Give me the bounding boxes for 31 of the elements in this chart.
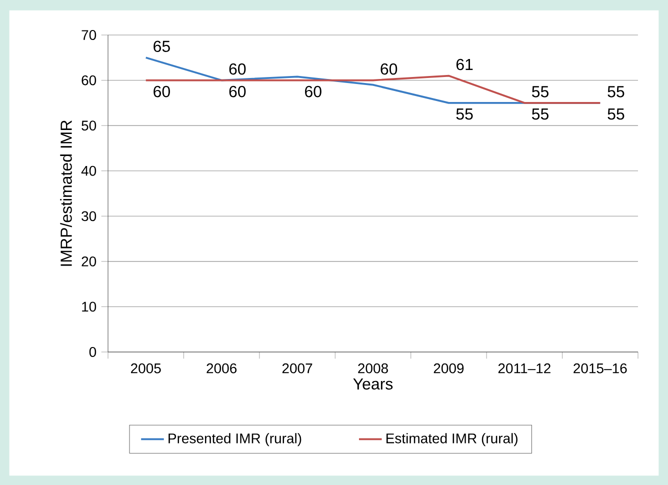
y-tick-label: 40 [81,166,96,176]
y-axis-title: IMRP/estimated IMR [60,120,72,266]
x-tick-label: 2008 [358,363,388,374]
x-axis-title: Years [353,378,393,390]
x-tick-label: 2011–12 [498,363,550,374]
data-label: 55 [456,108,473,120]
y-tick-label: 60 [82,75,96,86]
y-tick-label: 0 [89,347,96,357]
y-tick-label: 30 [82,211,96,222]
data-label: 61 [456,58,473,70]
x-tick-label: 2007 [282,363,312,374]
data-label: 60 [154,86,170,98]
legend-label: Presented IMR (rural) [168,433,302,446]
data-label: 55 [608,86,624,98]
x-tick-label: 2015–16 [574,363,627,374]
data-label: 65 [154,40,170,52]
x-tick-label: 2009 [434,363,464,374]
data-label: 55 [532,86,548,98]
data-label: 60 [380,63,398,75]
y-tick-label: 70 [82,30,96,40]
x-tick-label: 2005 [131,363,161,374]
data-label: 60 [229,86,246,98]
data-label: 60 [229,63,246,75]
data-label: 55 [532,108,548,120]
data-label: 55 [608,108,624,120]
data-label: 60 [305,86,322,98]
y-tick-label: 50 [82,120,96,131]
y-tick-label: 20 [82,256,96,266]
y-tick-label: 10 [82,302,96,312]
x-tick-label: 2006 [206,363,237,374]
legend-label: Estimated IMR (rural) [386,433,518,446]
